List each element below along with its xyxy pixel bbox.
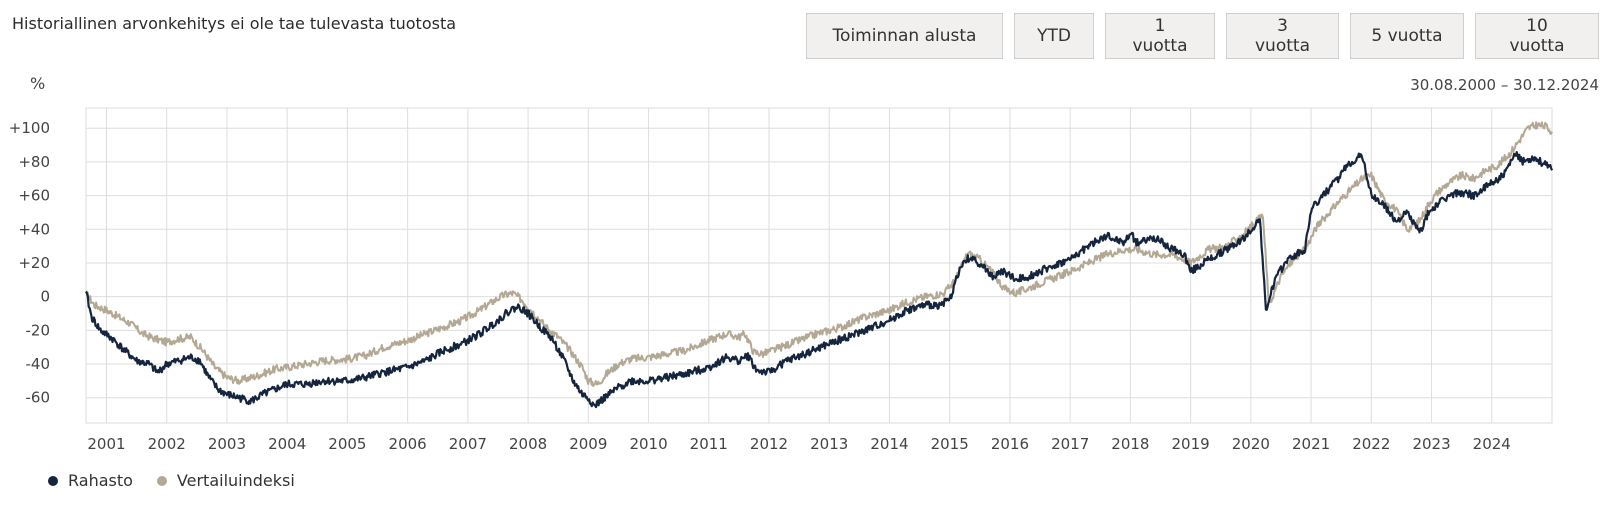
y-tick-label: 0 <box>40 288 50 306</box>
x-tick-label: 2011 <box>690 435 728 453</box>
y-tick-label: -40 <box>26 355 51 373</box>
x-tick-label: 2005 <box>328 435 366 453</box>
x-tick-label: 2021 <box>1292 435 1330 453</box>
x-tick-label: 2024 <box>1473 435 1511 453</box>
y-tick-label: +100 <box>9 119 50 137</box>
x-tick-label: 2022 <box>1352 435 1390 453</box>
plot-frame <box>85 107 1553 424</box>
performance-chart: -60 -40 -20 0 +20 +40 +60 +80 +100 2001 2002 2003 20… <box>9 107 1554 453</box>
range-5-years-button[interactable]: 5 vuotta <box>1350 13 1464 59</box>
x-tick-label: 2023 <box>1412 435 1450 453</box>
x-tick-label: 2007 <box>449 435 487 453</box>
x-tick-label: 2003 <box>208 435 246 453</box>
time-range-selector: Toiminnan alusta YTD 1 vuotta 3 vuotta 5… <box>806 13 1599 59</box>
x-tick-label: 2016 <box>991 435 1029 453</box>
y-axis-unit: % <box>30 74 46 93</box>
range-10-years-button[interactable]: 10 vuotta <box>1475 13 1599 59</box>
performance-disclaimer: Historiallinen arvonkehitys ei ole tae t… <box>12 14 457 33</box>
legend-item-benchmark[interactable]: Vertailuindeksi <box>156 471 295 490</box>
x-tick-label: 2006 <box>389 435 427 453</box>
x-tick-label: 2009 <box>569 435 607 453</box>
legend-item-fund[interactable]: Rahasto <box>48 471 133 490</box>
x-tick-label: 2018 <box>1111 435 1149 453</box>
x-tick-label: 2001 <box>87 435 125 453</box>
chart-legend: Rahasto Vertailuindeksi <box>48 471 295 490</box>
x-tick-label: 2020 <box>1232 435 1270 453</box>
y-tick-label: +20 <box>18 254 50 272</box>
x-tick-label: 2004 <box>268 435 306 453</box>
y-tick-label: -20 <box>26 321 51 339</box>
x-tick-label: 2008 <box>509 435 547 453</box>
x-tick-label: 2015 <box>931 435 969 453</box>
date-range-label: 30.08.2000 – 30.12.2024 <box>1410 76 1599 94</box>
benchmark-series-line <box>85 121 1553 387</box>
x-tick-label: 2002 <box>148 435 186 453</box>
x-tick-label: 2019 <box>1172 435 1210 453</box>
range-1-year-button[interactable]: 1 vuotta <box>1105 13 1215 59</box>
y-tick-label: +40 <box>18 220 50 238</box>
x-tick-label: 2014 <box>870 435 908 453</box>
x-tick-label: 2012 <box>750 435 788 453</box>
range-3-years-button[interactable]: 3 vuotta <box>1226 13 1339 59</box>
fund-series-line <box>85 151 1554 409</box>
legend-label-fund: Rahasto <box>68 471 133 490</box>
fund-legend-dot-icon <box>48 475 58 486</box>
y-tick-label: +80 <box>18 153 50 171</box>
range-since-inception-button[interactable]: Toiminnan alusta <box>806 13 1003 59</box>
range-ytd-button[interactable]: YTD <box>1014 13 1094 59</box>
x-tick-label: 2013 <box>810 435 848 453</box>
x-tick-label: 2010 <box>629 435 667 453</box>
y-tick-label: -60 <box>26 389 51 407</box>
benchmark-legend-dot-icon <box>156 475 167 486</box>
y-tick-label: +60 <box>18 187 50 205</box>
legend-label-benchmark: Vertailuindeksi <box>176 471 295 490</box>
x-tick-label: 2017 <box>1051 435 1089 453</box>
